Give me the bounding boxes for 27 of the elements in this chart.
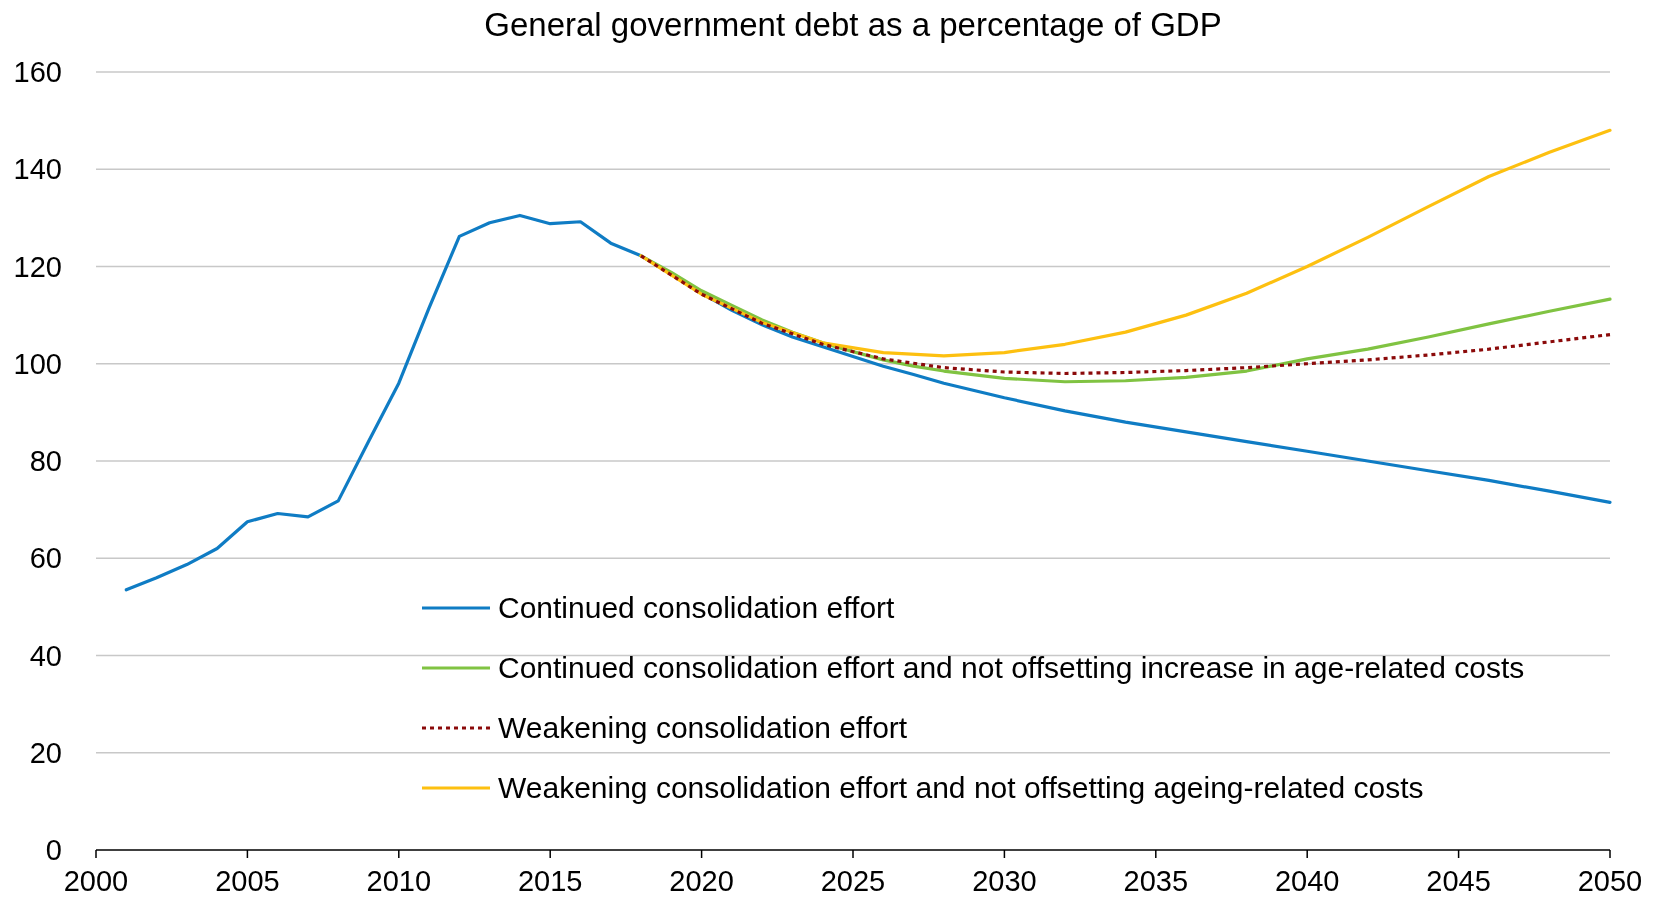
x-tick-label: 2050 <box>1577 865 1643 897</box>
x-tick-label: 2020 <box>669 865 734 897</box>
y-tick-label: 160 <box>13 56 62 88</box>
x-tick-label: 2040 <box>1274 865 1340 897</box>
y-tick-label: 80 <box>29 445 62 477</box>
y-tick-label: 0 <box>45 834 62 866</box>
legend-label: Continued consolidation effort <box>498 591 896 624</box>
x-tick-label: 2000 <box>63 865 129 897</box>
y-tick-label: 120 <box>13 250 62 283</box>
line-series <box>639 128 1612 358</box>
x-tick-label: 2015 <box>517 865 583 897</box>
y-tick-label: 100 <box>13 347 62 380</box>
x-tick-label: 2035 <box>1123 865 1189 897</box>
legend-label: Weakening consolidation effort and not offsetting ageing-related costs <box>498 771 1424 804</box>
x-tick-label: 2005 <box>215 865 280 897</box>
y-tick-label: 60 <box>29 542 62 575</box>
legend-label: Continued consolidation effort and not offsetting increase in age-related costs <box>498 651 1525 684</box>
y-tick-label: 20 <box>29 736 62 769</box>
line-series <box>124 213 1612 592</box>
chart-title: General government debt as a percentage of GDP <box>484 6 1222 43</box>
x-tick-label: 2025 <box>820 865 886 897</box>
y-tick-label: 140 <box>13 153 62 186</box>
legend-label: Weakening consolidation effort <box>498 711 908 744</box>
x-tick-label: 2045 <box>1426 865 1491 897</box>
x-tick-label: 2030 <box>972 865 1037 897</box>
x-tick-label: 2010 <box>366 865 432 897</box>
y-tick-label: 40 <box>29 639 62 672</box>
